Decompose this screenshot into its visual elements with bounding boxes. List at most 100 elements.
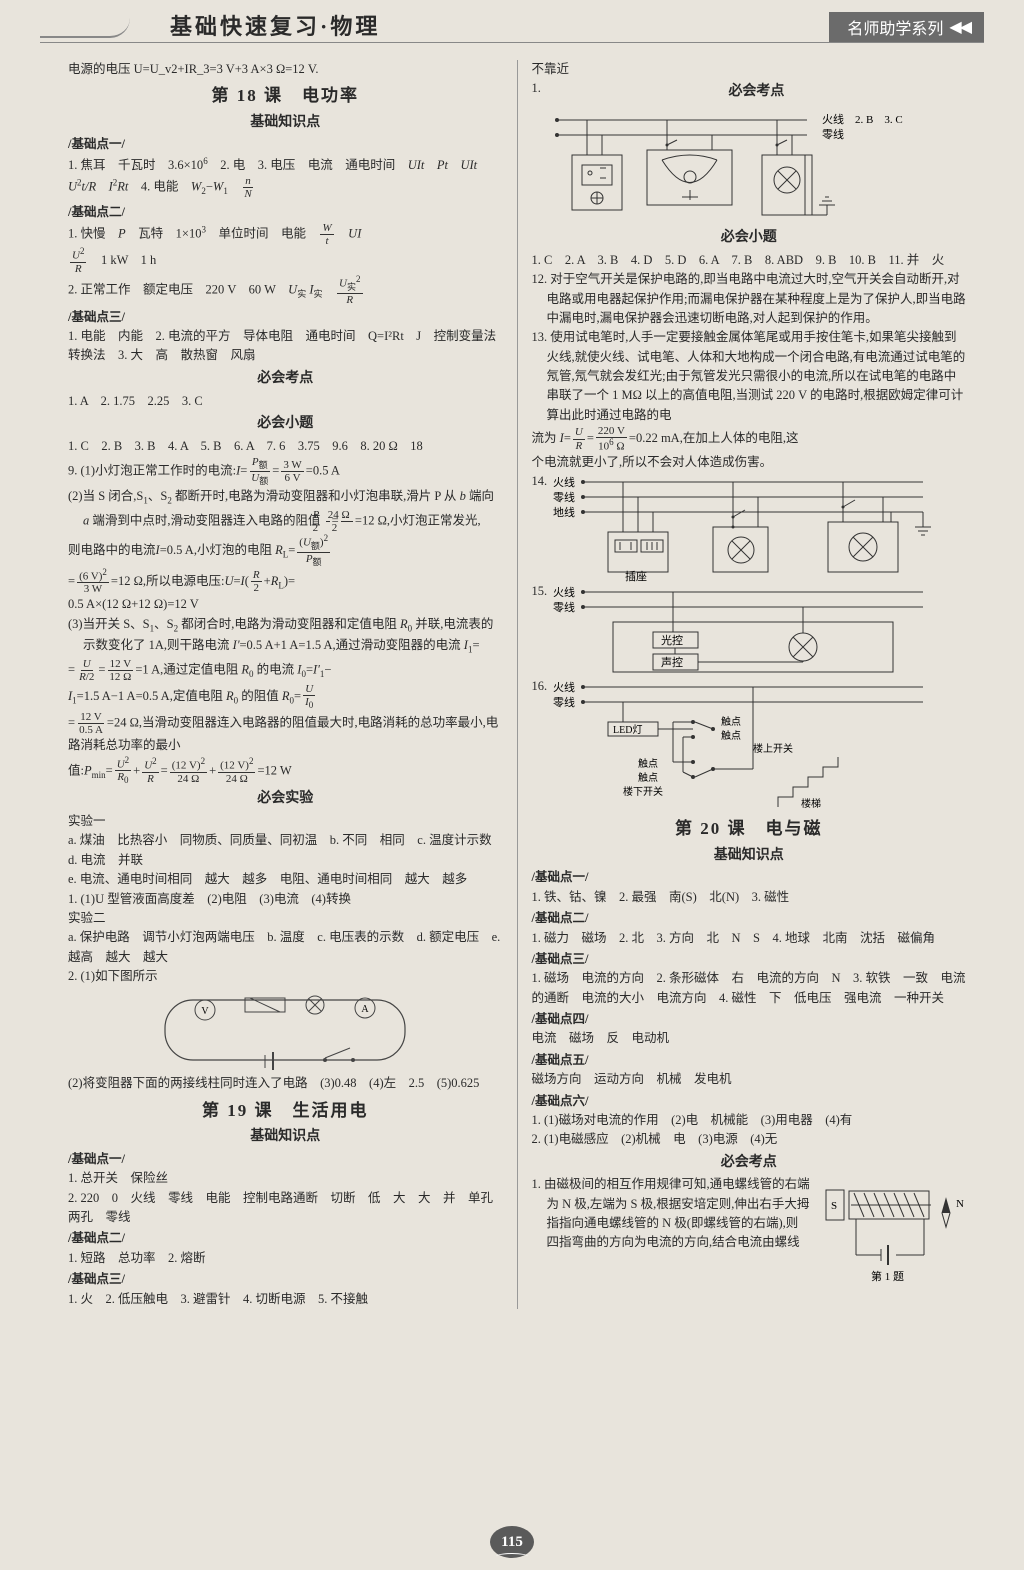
l18-pt3-text: 1. 电能 内能 2. 电流的平方 导体电阻 通电时间 Q=I²Rt J 控制变… [68, 327, 503, 366]
svg-text:A: A [362, 1004, 370, 1015]
solenoid-diagram: S N 第 1 题 [816, 1175, 966, 1285]
r-q12: 12. 对于空气开关是保护电路的,即当电路中电流过大时,空气开关会自动断开,对电… [532, 270, 967, 328]
header-decoration [40, 18, 130, 38]
r-kaodian-title: 必会考点 [547, 81, 966, 103]
svg-text:LED灯: LED灯 [613, 724, 642, 736]
l18-pt2-l1: 1. 快慢 P 瓦特 1×103 单位时间 电能 Wt UI [68, 222, 503, 247]
l18-q9-l8: I1=1.5 A−1 A=0.5 A,定值电阻 R0 的阻值 R0=UI0 [68, 683, 503, 711]
shiyan1-a: a. 煤油 比热容小 同物质、同质量、同初温 b. 不同 相同 c. 温度计示数… [68, 831, 503, 870]
lesson20-basics-heading: 基础知识点 [532, 845, 967, 867]
l18-q9-l2: (2)当 S 闭合,S1、S2 都断开时,电路为滑动变阻器和小灯泡串联,滑片 P… [68, 487, 503, 534]
svg-text:零线: 零线 [553, 695, 575, 709]
l20-pt1: 1. 铁、钴、镍 2. 最强 南(S) 北(N) 3. 磁性 [532, 888, 967, 907]
l18-q9-l9: =12 V0.5 A=24 Ω,当滑动变阻器连入电路器的阻值最大时,电路消耗的总… [68, 711, 503, 756]
svg-text:V: V [202, 1006, 210, 1017]
l20-pt6-label: /基础点六/ [532, 1092, 967, 1111]
svg-text:光控: 光控 [661, 633, 683, 647]
l18-pt1-text: 1. 焦耳 千瓦时 3.6×106 2. 电 3. 电压 电流 通电时间 UIt… [68, 155, 503, 201]
q1-circuit-diagram: 火线 2. B 3. C 零线 [547, 105, 907, 225]
svg-text:零线: 零线 [553, 600, 575, 614]
l18-pt2-label: /基础点二/ [68, 203, 503, 222]
l18-q9-l4: =(6 V)23 W=12 Ω,所以电源电压:U=I(R2+RL)= [68, 568, 503, 596]
l18-q9-l6: (3)当开关 S、S1、S2 都闭合时,电路为滑动变阻器和定值电阻 R0 并联,… [68, 615, 503, 658]
svg-text:触点: 触点 [721, 729, 741, 742]
l19-pt3-label: /基础点三/ [68, 1270, 503, 1289]
r-xiaoti-title: 必会小题 [532, 227, 967, 249]
svg-text:触点: 触点 [721, 715, 741, 728]
l18-shiyan-title: 必会实验 [68, 788, 503, 810]
q15-circuit-diagram: 火线 零线 光控 声控 [553, 582, 933, 677]
q14-circuit-diagram: 火线 零线 地线 插座 [553, 472, 933, 582]
l18-kaodian: 1. A 2. 1.75 2.25 3. C [68, 392, 503, 411]
shiyan2-a: a. 保护电路 调节小灯泡两端电压 b. 温度 c. 电压表的示数 d. 额定电… [68, 928, 503, 967]
l20-pt6: 1. (1)磁场对电流的作用 (2)电 机械能 (3)用电器 (4)有 2. (… [532, 1111, 967, 1150]
svg-text:触点: 触点 [638, 757, 658, 770]
l18-q9-l5: 0.5 A×(12 Ω+12 Ω)=12 V [68, 595, 503, 614]
shiyan2-label: 实验二 [68, 909, 503, 928]
lesson19-title: 第 19 课 生活用电 [68, 1098, 503, 1124]
r-q13c: 个电流就更小了,所以不会对人体造成伤害。 [532, 453, 967, 472]
svg-text:第 1 题: 第 1 题 [871, 1269, 904, 1283]
l19-pt2: 1. 短路 总功率 2. 熔断 [68, 1249, 503, 1268]
svg-text:插座: 插座 [625, 569, 647, 582]
book-title: 基础快速复习·物理 [170, 9, 380, 41]
r-q13: 13. 使用试电笔时,人手一定要接触金属体笔尾或用手按住笔卡,如果笔尖接触到火线… [532, 328, 967, 425]
svg-text:火线: 火线 [553, 585, 575, 599]
l20-pt2-label: /基础点二/ [532, 909, 967, 928]
svg-text:声控: 声控 [661, 655, 683, 669]
r-q14-label: 14. [532, 472, 548, 491]
svg-text:零线: 零线 [553, 490, 575, 504]
l18-pt1-label: /基础点一/ [68, 135, 503, 154]
q16-circuit-diagram: 火线 零线 LED灯 触点 触点 楼上开关 [553, 677, 933, 812]
lesson20-title: 第 20 课 电与磁 [532, 816, 967, 842]
svg-text:S: S [831, 1200, 837, 1212]
lesson18-title: 第 18 课 电功率 [68, 83, 503, 109]
shiyan2-2: 2. (1)如下图所示 [68, 967, 503, 986]
l19-pt3: 1. 火 2. 低压触电 3. 避雷针 4. 切断电源 5. 不接触 [68, 1290, 503, 1309]
page-number-text: 115 [501, 1534, 523, 1551]
l19-pt2-label: /基础点二/ [68, 1229, 503, 1248]
l18-q9-l7: =UR/2=12 V12 Ω=1 A,通过定值电阻 R0 的电流 I0=I'1− [68, 658, 503, 683]
fire-wire-label: 火线 2. B 3. C [822, 112, 903, 126]
l20-pt3-label: /基础点三/ [532, 950, 967, 969]
l18-q9-l10: 值:Pmin=U2R0+U2R=(12 V)224 Ω+(12 V)224 Ω=… [68, 756, 503, 787]
svg-text:触点: 触点 [638, 771, 658, 784]
shiyan1-1: 1. (1)U 型管液面高度差 (2)电阻 (3)电流 (4)转换 [68, 890, 503, 909]
l20-q1: 1. 由磁极间的相互作用规律可知,通电螺线管的右端为 N 极,左端为 S 极,根… [532, 1175, 811, 1253]
l18-q9-l3: 则电路中的电流I=0.5 A,小灯泡的电阻 RL=(U额)2P额 [68, 534, 503, 568]
l20-pt4-label: /基础点四/ [532, 1010, 967, 1029]
right-column: 不靠近 1. 必会考点 火线 2. B 3. C 零线 [518, 60, 975, 1309]
svg-text:楼梯: 楼梯 [801, 797, 821, 810]
l19-pt1-l1: 1. 总开关 保险丝 [68, 1169, 503, 1188]
svg-text:火线: 火线 [553, 680, 575, 694]
r-top: 不靠近 [532, 60, 967, 79]
r-q16-label: 16. [532, 677, 548, 696]
shiyan1-label: 实验一 [68, 812, 503, 831]
l19-pt1-l2: 2. 220 0 火线 零线 电能 控制电路通断 切断 低 大 大 并 单孔 两… [68, 1189, 503, 1228]
r-q13b: 流为 I=UR=220 V106 Ω=0.22 mA,在加上人体的电阻,这 [532, 425, 967, 453]
r-xiaoti-l1: 1. C 2. A 3. B 4. D 5. D 6. A 7. B 8. AB… [532, 251, 967, 270]
page-header: 基础快速复习·物理 名师助学系列 [0, 0, 1024, 50]
r-kaodian-1: 1. [532, 79, 541, 98]
l20-pt1-label: /基础点一/ [532, 868, 967, 887]
top-equation: 电源的电压 U=U_v2+IR_3=3 V+3 A×3 Ω=12 V. [68, 60, 503, 79]
l18-xiaoti-l1: 1. C 2. B 3. B 4. A 5. B 6. A 7. 6 3.75 … [68, 437, 503, 456]
l20-pt5: 磁场方向 运动方向 机械 发电机 [532, 1070, 967, 1089]
svg-text:地线: 地线 [553, 505, 575, 519]
l20-kaodian-title: 必会考点 [532, 1152, 967, 1174]
experiment-circuit-diagram: V A [155, 990, 415, 1070]
series-badge-text: 名师助学系列 [847, 15, 943, 39]
l19-pt1-label: /基础点一/ [68, 1150, 503, 1169]
svg-text:楼下开关: 楼下开关 [623, 785, 663, 798]
l18-q9-l1: 9. (1)小灯泡正常工作时的电流:I=P额U额=3 W6 V=0.5 A [68, 456, 503, 487]
l20-pt3: 1. 磁场 电流的方向 2. 条形磁体 右 电流的方向 N 3. 软铁 一致 电… [532, 969, 967, 1008]
series-badge: 名师助学系列 [829, 12, 984, 42]
l18-pt3-label: /基础点三/ [68, 308, 503, 327]
l18-pt2-l2: U2R 1 kW 1 h [68, 247, 503, 275]
l18-pt2-l3: 2. 正常工作 额定电压 220 V 60 W U实 I实 U实2R [68, 275, 503, 306]
l18-xiaoti-title: 必会小题 [68, 413, 503, 435]
left-column: 电源的电压 U=U_v2+IR_3=3 V+3 A×3 Ω=12 V. 第 18… [60, 60, 518, 1309]
l18-kaodian-title: 必会考点 [68, 368, 503, 390]
l20-pt5-label: /基础点五/ [532, 1051, 967, 1070]
l20-pt4: 电流 磁场 反 电动机 [532, 1029, 967, 1048]
